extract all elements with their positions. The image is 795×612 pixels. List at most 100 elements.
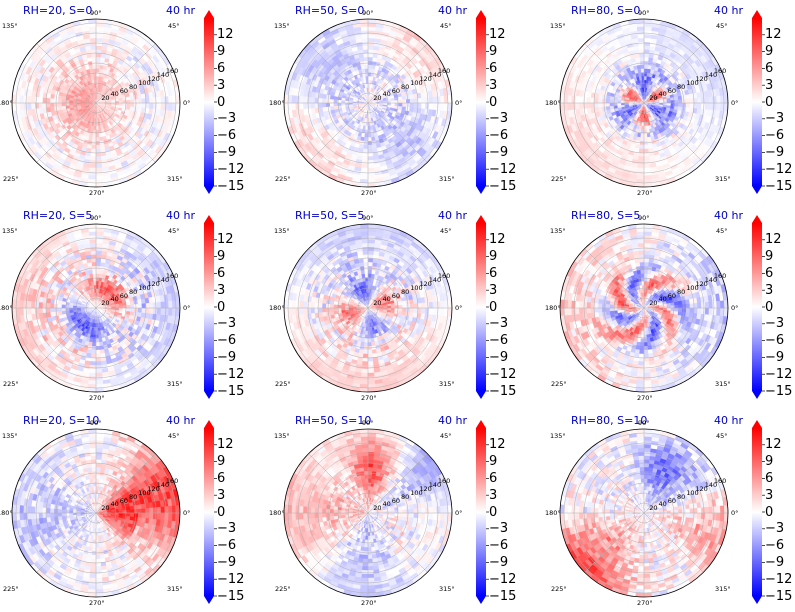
field-cell (93, 98, 96, 103)
field-cell (306, 64, 315, 73)
field-cell (418, 73, 426, 82)
field-cell (364, 67, 369, 73)
field-cell (117, 25, 128, 33)
field-cell (38, 58, 46, 68)
field-cell (338, 169, 348, 177)
field-cell (92, 106, 95, 112)
field-cell (378, 96, 384, 100)
field-cell (398, 24, 409, 33)
field-cell (332, 99, 338, 104)
field-cell (647, 98, 652, 102)
field-cell (431, 130, 440, 140)
field-cell (364, 83, 367, 89)
field-cell (370, 75, 374, 81)
field-cell (69, 162, 78, 170)
field-cell (91, 95, 95, 100)
field-cell (90, 48, 97, 54)
field-cell (352, 106, 358, 110)
field-cell (644, 103, 649, 106)
field-cell (645, 95, 649, 100)
field-cell (92, 133, 97, 139)
field-cell (30, 153, 40, 164)
field-cell (31, 53, 41, 63)
field-cell (323, 45, 333, 53)
field-cell (391, 156, 400, 164)
field-cell (392, 129, 399, 137)
field-cell (87, 103, 93, 105)
field-cell (386, 36, 395, 44)
field-cell (98, 105, 104, 109)
field-cell (636, 97, 642, 101)
field-cell (388, 49, 396, 56)
field-cell (96, 103, 101, 105)
field-cell (401, 34, 412, 43)
field-cell (389, 153, 398, 161)
field-cell (155, 121, 163, 130)
field-cell (334, 72, 342, 79)
field-cell (317, 141, 325, 150)
field-cell (117, 153, 126, 161)
field-cell (320, 169, 331, 178)
field-cell (364, 133, 369, 139)
field-cell (390, 105, 396, 109)
field-cell (359, 103, 365, 106)
field-cell (394, 72, 402, 79)
field-cell (95, 167, 104, 173)
field-cell (642, 114, 645, 120)
field-cell (31, 135, 40, 145)
field-cell (91, 103, 96, 106)
field-cell (63, 176, 74, 185)
angular-grid-line (308, 102, 369, 163)
field-cell (438, 71, 446, 82)
field-cell (360, 98, 365, 102)
field-cell (363, 101, 368, 103)
field-cell (332, 95, 339, 101)
field-cell (18, 102, 24, 111)
field-cell (306, 133, 315, 142)
field-cell (646, 87, 649, 93)
field-cell (654, 106, 660, 110)
field-cell (37, 66, 46, 75)
field-cell (337, 144, 345, 151)
field-cell (416, 146, 425, 156)
field-cell (166, 71, 174, 82)
field-cell (146, 131, 155, 140)
polar-panel-1 (11, 10, 217, 194)
polar-outline (11, 18, 181, 188)
field-cell (35, 159, 46, 169)
field-cell (408, 148, 418, 157)
field-cell (152, 135, 161, 145)
field-cell (126, 24, 137, 33)
field-cell (628, 105, 634, 108)
field-cell (322, 166, 333, 175)
field-cell (388, 29, 398, 37)
field-cell (149, 151, 159, 161)
field-cell (169, 125, 178, 136)
field-cell (76, 100, 81, 104)
field-cell (95, 125, 99, 131)
field-cell (365, 103, 368, 108)
field-cell (367, 48, 374, 54)
field-cell (139, 141, 147, 150)
field-cell (133, 169, 144, 178)
polar-panel-3 (559, 10, 765, 194)
field-cell (95, 137, 100, 143)
field-cell (88, 175, 97, 181)
field-cell (137, 102, 143, 108)
field-cell (17, 62, 26, 73)
field-cell (398, 173, 409, 182)
field-cell (644, 103, 647, 108)
field-cell (49, 98, 55, 104)
field-cell (654, 98, 660, 101)
field-cell (644, 103, 646, 108)
field-cell (647, 104, 652, 108)
field-cell (54, 38, 64, 47)
polar-outline (283, 18, 453, 188)
field-cell (62, 127, 70, 134)
field-cell (99, 98, 104, 102)
field-cell (302, 102, 308, 110)
field-cell (110, 99, 116, 102)
field-cell (63, 21, 74, 30)
field-cell (52, 34, 63, 43)
angular-grid-line (308, 43, 369, 104)
